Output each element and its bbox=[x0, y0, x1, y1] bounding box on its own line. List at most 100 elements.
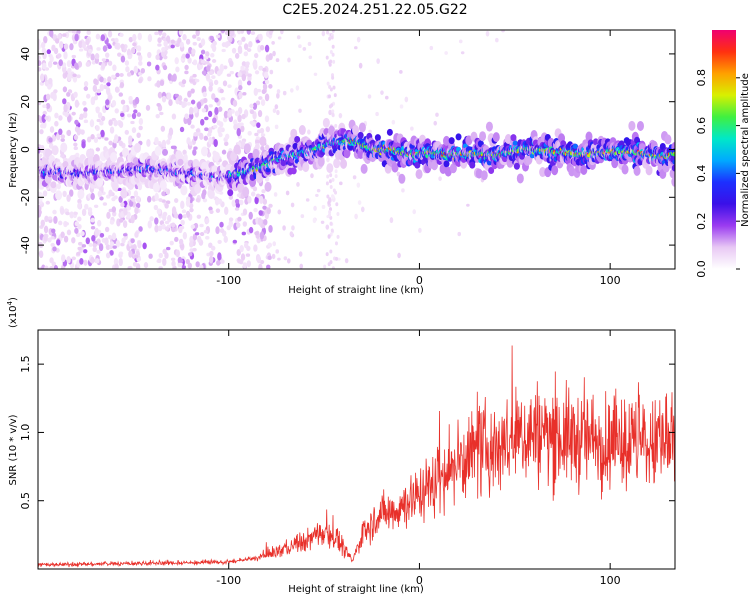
spectrogram-cell bbox=[431, 160, 439, 171]
colorbar-tick-label: 0.0 bbox=[695, 260, 708, 278]
spectrogram-cell bbox=[260, 133, 266, 137]
spectrogram-cell bbox=[329, 50, 333, 55]
spectrogram-cell bbox=[414, 161, 421, 169]
spectrogram-x-axis-label: Height of straight line (km) bbox=[288, 285, 424, 296]
spectrogram-cell bbox=[94, 53, 100, 60]
spectrogram-cell bbox=[179, 41, 185, 48]
spectrogram-cell bbox=[435, 112, 439, 117]
spectrogram-cell bbox=[189, 240, 194, 248]
spectrogram-cell bbox=[282, 90, 287, 96]
spectrogram-cell bbox=[358, 62, 363, 69]
spectrogram-cell bbox=[138, 125, 143, 131]
spectrogram-cell bbox=[154, 217, 159, 225]
snr-series-line bbox=[38, 345, 675, 568]
spectrogram-cell bbox=[49, 257, 54, 264]
spectrogram-cell bbox=[60, 231, 65, 239]
spectrogram-cell bbox=[100, 34, 106, 42]
spectrogram-cell bbox=[102, 45, 108, 52]
spectrogram-cell bbox=[418, 227, 422, 233]
spectrogram-cell bbox=[71, 54, 77, 59]
spectrogram-cell bbox=[104, 226, 110, 233]
spectrogram-cell bbox=[107, 60, 113, 66]
spectrogram-cell bbox=[203, 135, 209, 141]
spectrogram-cell bbox=[252, 102, 258, 110]
spectrogram-cell bbox=[50, 181, 57, 189]
spectrogram-cell bbox=[333, 158, 341, 169]
spectrogram-cell bbox=[200, 59, 206, 64]
spectrogram-cells bbox=[38, 30, 675, 269]
spectrogram-cell bbox=[51, 145, 59, 156]
spectrogram-cell bbox=[259, 136, 267, 147]
spectrogram-cell bbox=[157, 37, 162, 44]
spectrogram-cell bbox=[148, 253, 153, 259]
spectrogram-cell bbox=[254, 231, 259, 236]
spectrogram-cell bbox=[73, 134, 79, 141]
spectrogram-cell bbox=[38, 101, 42, 106]
spectrogram-cell bbox=[222, 80, 228, 87]
spectrogram-cell bbox=[196, 214, 202, 219]
spectrogram-cell bbox=[114, 42, 119, 50]
spectrogram-cell bbox=[164, 203, 169, 209]
spectrogram-cell bbox=[254, 70, 260, 75]
spectrogram-cell bbox=[203, 97, 208, 104]
spectrogram-cell bbox=[234, 52, 240, 59]
spectrogram-cell bbox=[138, 54, 143, 62]
spectrogram-cell bbox=[73, 211, 78, 216]
spectrogram-cell bbox=[126, 206, 132, 211]
spectrogram-cell bbox=[73, 91, 78, 98]
spectrogram-cell bbox=[83, 86, 89, 91]
spectrogram-y-tick-label: 0 bbox=[19, 146, 32, 153]
spectrogram-cell bbox=[194, 232, 200, 236]
spectrogram-cell bbox=[255, 193, 261, 198]
spectrogram-cell bbox=[69, 189, 74, 197]
spectrogram-cell bbox=[213, 79, 219, 85]
spectrogram-cell bbox=[168, 127, 174, 136]
spectrogram-cell bbox=[168, 99, 173, 107]
spectrogram-cell bbox=[122, 104, 127, 113]
spectrogram-cell bbox=[321, 204, 326, 210]
spectrogram-cell bbox=[107, 234, 113, 240]
spectrogram-cell bbox=[193, 132, 198, 137]
spectrogram-cell bbox=[134, 231, 139, 238]
spectrogram-cell bbox=[205, 51, 210, 58]
spectrogram-cell bbox=[162, 248, 167, 255]
spectrogram-cell bbox=[161, 139, 167, 148]
spectrogram-cell bbox=[296, 35, 301, 40]
spectrogram-cell bbox=[352, 175, 357, 180]
spectrogram-cell bbox=[331, 177, 335, 182]
spectrogram-cell bbox=[99, 76, 104, 83]
spectrogram-cell bbox=[448, 137, 455, 145]
spectrogram-cell bbox=[99, 120, 104, 126]
spectrogram-cell bbox=[56, 183, 61, 190]
spectrogram-cell bbox=[330, 35, 334, 40]
spectrogram-cell bbox=[332, 188, 336, 193]
spectrogram-cell bbox=[412, 209, 417, 215]
spectrogram-cell bbox=[93, 78, 98, 85]
spectrogram-cell bbox=[57, 33, 62, 40]
spectrogram-cell bbox=[208, 242, 213, 248]
spectrogram-cell bbox=[136, 257, 142, 262]
spectrogram-cell bbox=[175, 66, 180, 73]
spectrogram-cell bbox=[572, 143, 578, 149]
spectrogram-cell bbox=[109, 219, 115, 225]
spectrogram-cell bbox=[323, 264, 327, 269]
spectrogram-cell bbox=[92, 246, 97, 253]
spectrogram-cell bbox=[166, 92, 172, 100]
spectrogram-cell bbox=[305, 198, 310, 202]
spectrogram-cell bbox=[136, 112, 142, 117]
spectrogram-cell bbox=[124, 129, 130, 135]
spectrogram-cell bbox=[138, 78, 143, 84]
spectrogram-cell bbox=[322, 117, 330, 128]
spectrogram-cell bbox=[223, 110, 229, 119]
spectrogram-cell bbox=[54, 38, 60, 44]
spectrogram-cell bbox=[154, 224, 159, 233]
spectrogram-cell bbox=[182, 214, 188, 219]
spectrogram-cell bbox=[145, 104, 151, 111]
spectrogram-cell bbox=[115, 72, 120, 78]
spectrogram-cell bbox=[232, 99, 238, 107]
spectrogram-cell bbox=[166, 139, 171, 145]
spectrogram-cell bbox=[162, 213, 167, 222]
spectrogram-cell bbox=[155, 113, 160, 119]
spectrogram-cell bbox=[250, 121, 256, 126]
